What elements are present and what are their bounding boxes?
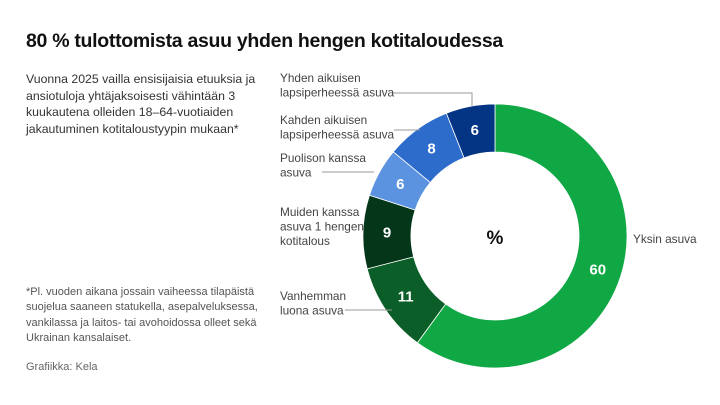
segment-value-label: 6 <box>471 122 479 139</box>
category-label: Puolison kanssa asuva <box>280 151 366 180</box>
category-labels: Yksin asuva Vanhemman luona asuva Muiden ka… <box>280 71 697 318</box>
segment-value-label: 6 <box>396 176 404 193</box>
category-label: Yksin asuva <box>633 232 697 246</box>
footnote: *Pl. vuoden aikana jossain vaiheessa til… <box>26 286 258 344</box>
center-unit-label: % <box>487 228 504 249</box>
leader-line <box>393 92 473 106</box>
donut-segment <box>445 103 496 159</box>
donut-segments: 60 11 9 6 8 6 <box>362 103 628 369</box>
chart-subtitle: Vuonna 2025 vailla ensisijaisia etuuksia… <box>26 72 256 136</box>
segment-value-label: 60 <box>589 261 606 278</box>
segment-value-label: 9 <box>383 225 391 242</box>
category-label: Kahden aikuisen lapsiperheessä asuva <box>280 113 395 142</box>
category-label: Vanhemman luona asuva <box>280 289 346 318</box>
source-credit: Grafiikka: Kela <box>26 361 98 373</box>
donut-segment <box>416 103 628 369</box>
category-label: Yhden aikuisen lapsiperheessä asuva <box>280 71 395 100</box>
segment-value-label: 8 <box>427 141 435 158</box>
segment-value-label: 11 <box>398 289 414 306</box>
chart-title: 80 % tulottomista asuu yhden hengen koti… <box>26 30 503 52</box>
category-label: Muiden kanssa asuva 1 hengen kotitalous <box>280 205 364 248</box>
label-leader-lines <box>322 92 473 311</box>
